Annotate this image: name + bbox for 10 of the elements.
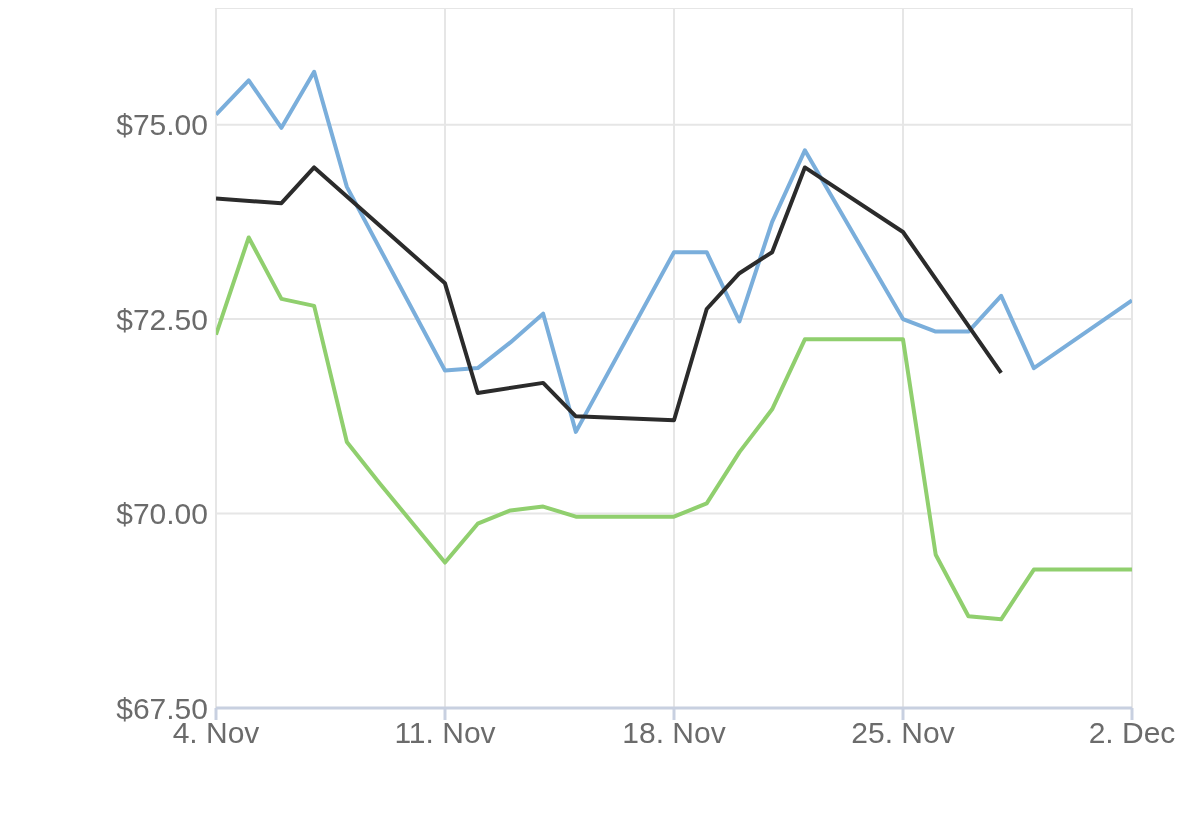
x-tick-label: 11. Nov [394, 716, 496, 750]
y-tick-label: $70.00 [116, 497, 208, 531]
line-series [216, 235, 1132, 622]
line-series [216, 165, 1004, 423]
line-series [216, 69, 1132, 434]
y-tick-label: $72.50 [116, 302, 208, 336]
x-tick-label: 2. Dec [1088, 716, 1176, 750]
y-tick-label: $75.00 [116, 108, 208, 142]
x-tick-label: 18. Nov [622, 716, 726, 750]
x-tick-label: 25. Nov [851, 716, 955, 750]
